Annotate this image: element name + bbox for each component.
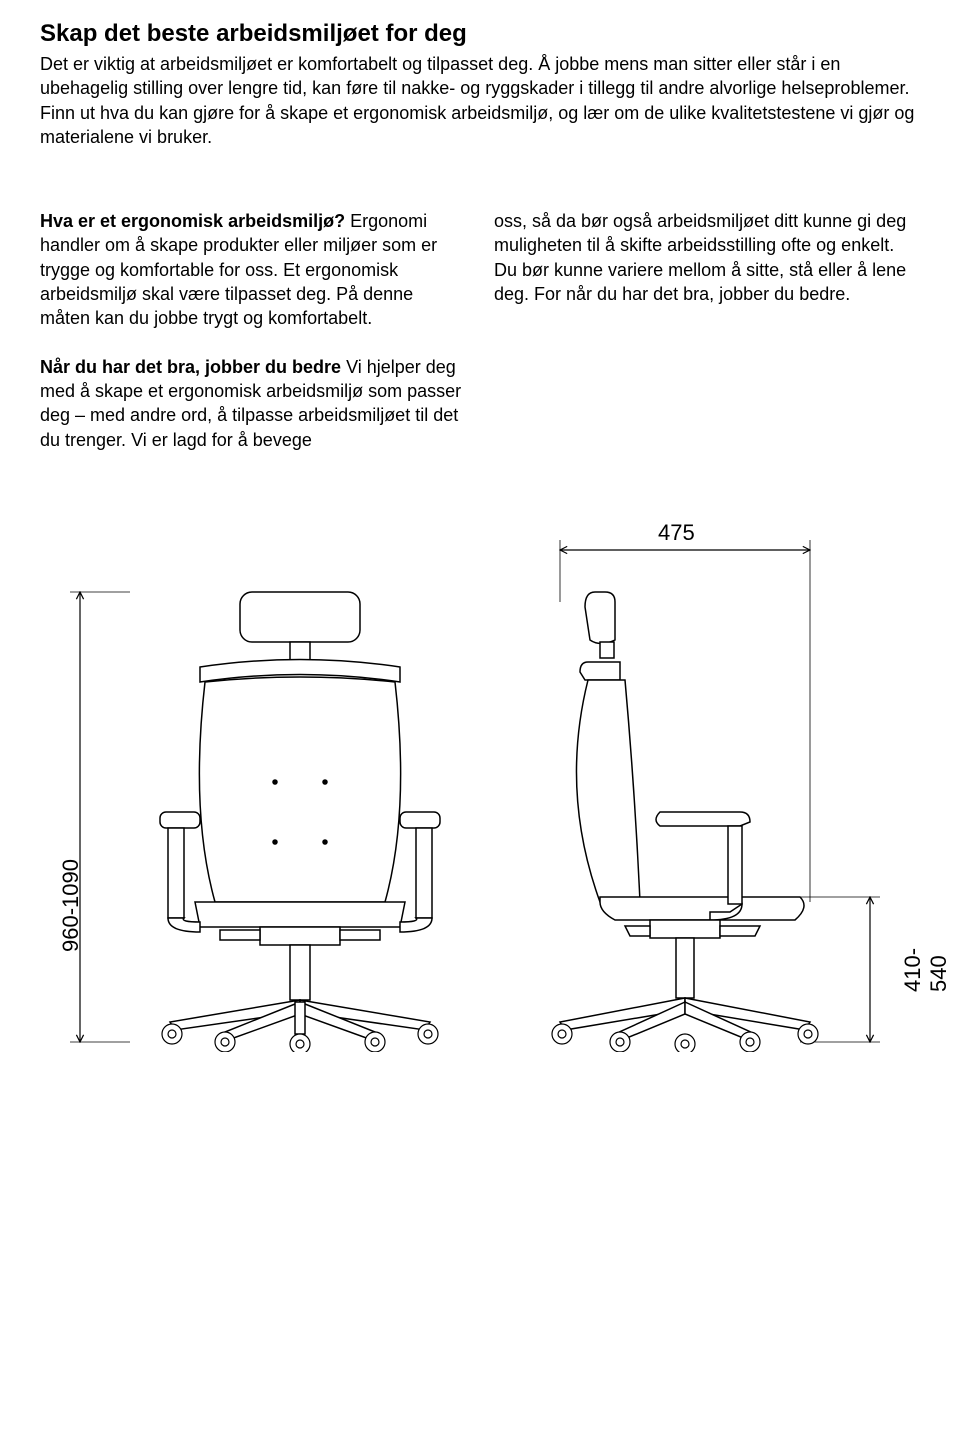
- col2-para: oss, så da bør også arbeidsmiljøet ditt …: [494, 209, 920, 306]
- chair-diagram: 475 960-1090 410-540: [40, 512, 920, 1052]
- column-left: Hva er et ergonomisk arbeidsmiljø? Ergon…: [40, 209, 466, 452]
- dim-seat-depth-label: 475: [658, 520, 695, 546]
- dim-height-label: 960-1090: [58, 859, 84, 952]
- column-right: oss, så da bør også arbeidsmiljøet ditt …: [494, 209, 920, 452]
- chair-svg: [40, 512, 920, 1052]
- chair-side-view: [552, 540, 880, 1052]
- col1-heading2: Når du har det bra, jobber du bedre: [40, 357, 341, 377]
- dim-seat-height-label: 410-540: [900, 948, 952, 992]
- chair-front-view: [70, 592, 440, 1052]
- page-title: Skap det beste arbeidsmiljøet for deg: [40, 20, 920, 48]
- col1-block2: Når du har det bra, jobber du bedre Vi h…: [40, 355, 466, 452]
- text-columns: Hva er et ergonomisk arbeidsmiljø? Ergon…: [40, 209, 920, 452]
- intro-paragraph: Det er viktig at arbeidsmiljøet er komfo…: [40, 52, 920, 149]
- col1-heading1: Hva er et ergonomisk arbeidsmiljø?: [40, 211, 345, 231]
- col1-block1: Hva er et ergonomisk arbeidsmiljø? Ergon…: [40, 209, 466, 330]
